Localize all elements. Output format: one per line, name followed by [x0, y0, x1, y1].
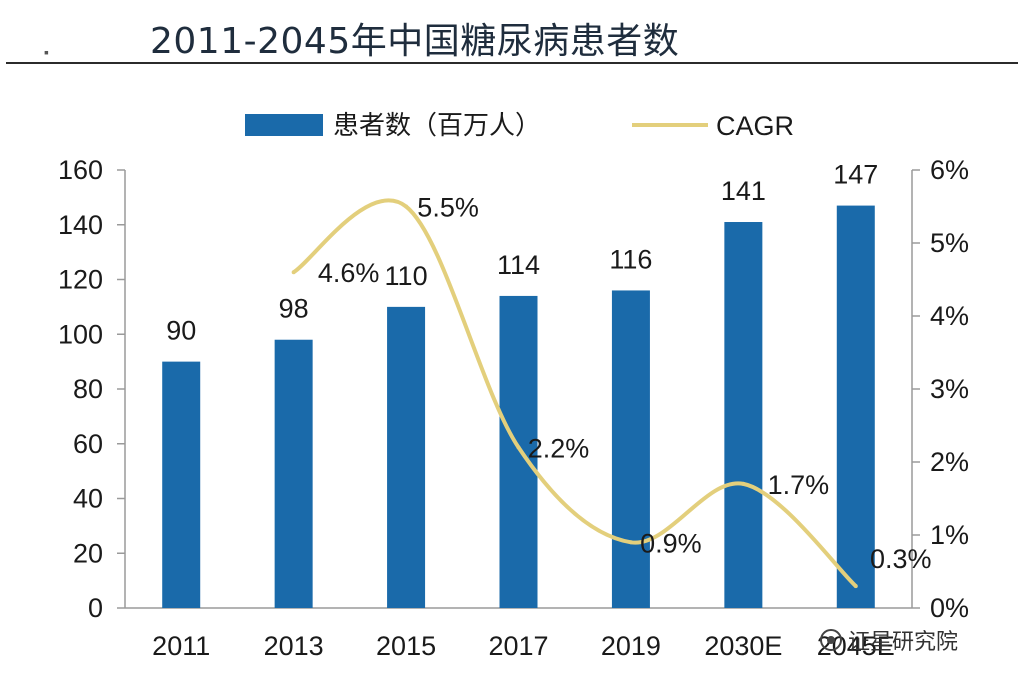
x-tick-label: 2030E	[704, 631, 782, 661]
bar	[162, 361, 201, 608]
page-title: 2011-2045年中国糖尿病患者数	[150, 21, 680, 62]
x-tick-label: 2019	[601, 631, 661, 661]
cagr-point	[516, 445, 521, 450]
y-right-tick-label: 2%	[930, 447, 969, 477]
watermark-text: 证星研究院	[848, 630, 959, 655]
y-right-tick-label: 4%	[930, 301, 969, 331]
cagr-point	[741, 481, 746, 486]
bar-value-label: 116	[609, 244, 652, 274]
bar-value-label: 90	[166, 316, 196, 346]
y-left-tick-label: 20	[73, 538, 103, 568]
bar	[387, 306, 426, 608]
y-left-tick-label: 120	[58, 265, 103, 295]
y-right-tick-label: 6%	[930, 155, 969, 185]
wechat-icon	[820, 629, 842, 651]
y-right-tick-label: 5%	[930, 228, 969, 258]
legend-bar-label: 患者数（百万人）	[333, 111, 541, 141]
cagr-value-label: 5.5%	[417, 193, 479, 223]
cagr-point	[404, 204, 409, 209]
y-right-tick-label: 0%	[930, 593, 969, 623]
cagr-point	[291, 270, 296, 275]
bar-value-label: 98	[279, 294, 309, 324]
x-tick-label: 2013	[264, 631, 324, 661]
y-left-tick-label: 140	[58, 210, 103, 240]
y-left-tick-label: 60	[73, 429, 103, 459]
watermark: 证星研究院	[820, 624, 958, 656]
cagr-value-label: 1.7%	[768, 470, 830, 500]
y-left-tick-label: 160	[58, 155, 103, 185]
bullet-mark: ▪	[44, 44, 49, 60]
legend-bar-swatch	[245, 114, 323, 136]
x-tick-label: 2017	[488, 631, 548, 661]
cagr-point	[853, 584, 858, 589]
title-divider	[6, 62, 1018, 64]
y-left-tick-label: 100	[58, 319, 103, 349]
bar	[836, 205, 875, 608]
y-left-tick-label: 80	[73, 374, 103, 404]
bar	[499, 295, 538, 608]
bar-value-label: 110	[385, 261, 428, 291]
legend-line-label: CAGR	[716, 111, 794, 141]
bar	[724, 222, 763, 608]
cagr-value-label: 0.9%	[640, 528, 702, 558]
bar	[611, 290, 650, 608]
cagr-value-label: 0.3%	[870, 544, 932, 574]
y-left-tick-label: 0	[88, 593, 103, 623]
bar-value-label: 147	[833, 160, 878, 190]
x-tick-label: 2011	[152, 631, 210, 661]
cagr-line	[292, 198, 858, 588]
y-left-tick-label: 40	[73, 484, 103, 514]
bar	[274, 339, 313, 608]
bar-value-label: 141	[721, 176, 766, 206]
cagr-value-label: 2.2%	[528, 433, 590, 463]
cagr-point	[628, 540, 633, 545]
bar-value-label: 114	[497, 250, 540, 280]
x-tick-label: 2015	[376, 631, 436, 661]
cagr-value-label: 4.6%	[318, 258, 380, 288]
y-right-tick-label: 3%	[930, 374, 969, 404]
y-right-tick-label: 1%	[930, 520, 969, 550]
